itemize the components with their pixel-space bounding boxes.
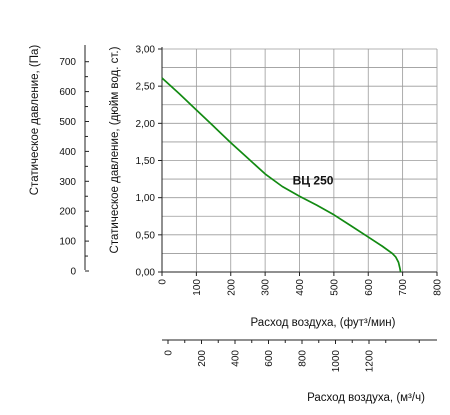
x-primary-tick-label: 200 [226, 279, 237, 296]
x-secondary-tick-label: 1000 [331, 350, 342, 373]
x-secondary-tick-label: 200 [197, 350, 208, 367]
series-group: ВЦ 250 [161, 77, 402, 273]
x-primary-tick-label: 400 [295, 279, 306, 296]
x-primary-tick-label: 700 [398, 279, 409, 296]
x-primary-tick-label: 100 [192, 279, 203, 296]
y-primary-tick-label: 2,50 [136, 82, 156, 93]
y-secondary-tick-label: 300 [59, 177, 76, 188]
x-secondary-tick-label: 1200 [365, 350, 376, 373]
secondary-y-axis: 0 100 200 300 400 500 600 700 [59, 45, 89, 278]
y-primary-tick-label: 0,50 [136, 230, 156, 241]
x-secondary-tick-label: 600 [264, 350, 275, 367]
x-primary-tick-label: 500 [329, 279, 340, 296]
y-primary-tick-label: 2,00 [136, 119, 156, 130]
y-primary-tick-label: 1,00 [136, 193, 156, 204]
x-primary-axis-title: Расход воздуха, (фут³/мин) [251, 317, 396, 329]
primary-axes: 0,00 0,50 1,00 1,50 2,00 2,50 3,00 0 100 200 300 40… [136, 45, 444, 296]
series-label: ВЦ 250 [293, 173, 334, 187]
y-secondary-tick-label: 100 [59, 237, 76, 248]
y-primary-tick-label: 1,50 [136, 156, 156, 167]
x-primary-tick-label: 0 [158, 279, 169, 285]
y-primary-axis-title: Статическое давление, (дюйм вод. ст.) [109, 46, 121, 253]
x-secondary-tick-label: 400 [231, 350, 242, 367]
y-primary-tick-label: 0,00 [136, 268, 156, 279]
x-secondary-tick-label: 800 [298, 350, 309, 367]
y-secondary-axis-title: Статическое давление, (Па) [29, 45, 41, 196]
grid [162, 48, 438, 272]
y-secondary-tick-label: 0 [70, 267, 76, 278]
x-primary-tick-label: 300 [261, 279, 272, 296]
secondary-x-axis: 0 200 400 600 800 1000 1200 [162, 339, 437, 373]
y-secondary-tick-label: 500 [59, 117, 76, 128]
x-secondary-tick-label: 0 [164, 350, 175, 356]
y-secondary-tick-label: 200 [59, 207, 76, 218]
y-secondary-tick-label: 400 [59, 147, 76, 158]
series-line [161, 77, 402, 273]
x-primary-tick-label: 800 [433, 279, 444, 296]
y-primary-tick-label: 3,00 [136, 45, 156, 56]
x-primary-tick-label: 600 [364, 279, 375, 296]
x-secondary-axis-title: Расход воздуха, (м³/ч) [307, 392, 425, 404]
y-secondary-tick-label: 600 [59, 87, 76, 98]
y-secondary-tick-label: 700 [59, 57, 76, 68]
